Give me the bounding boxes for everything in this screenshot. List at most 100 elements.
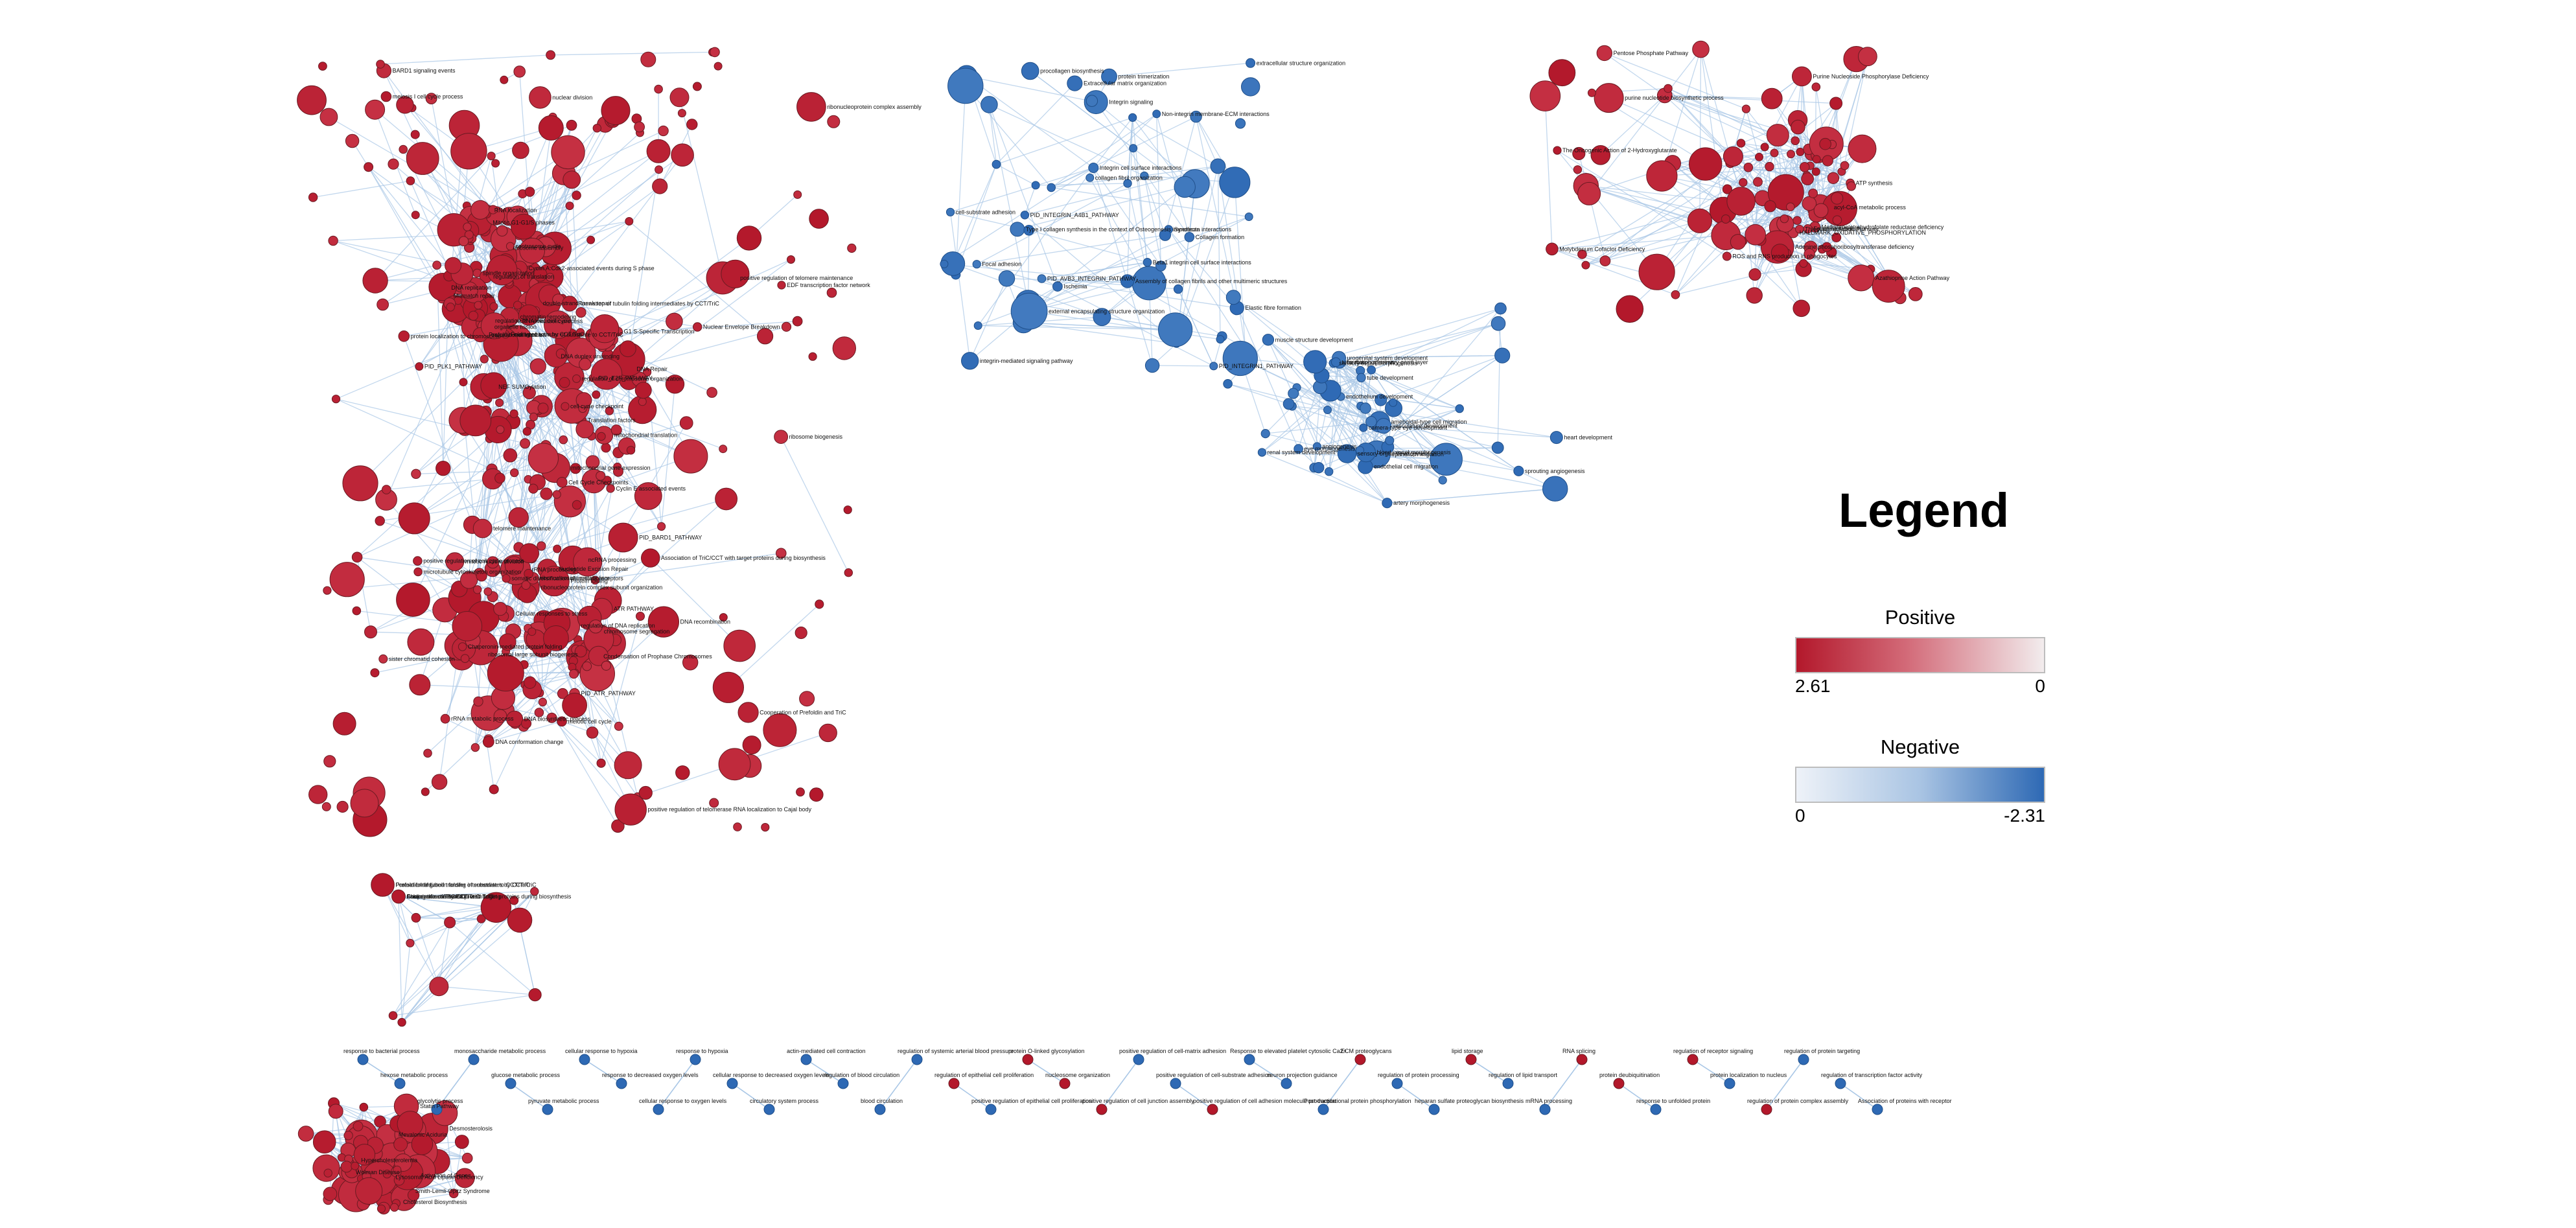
node-label: DNA Repair: [636, 366, 667, 373]
network-edge: [1365, 369, 1372, 409]
legend-positive-label: Positive: [1885, 606, 1956, 629]
positive-node: [476, 570, 487, 582]
negative-node: [1085, 173, 1095, 182]
negative-node: [1835, 1078, 1846, 1089]
positive-node: [710, 47, 720, 58]
network-edge: [1604, 52, 1746, 110]
legend-positive-min: 0: [2035, 676, 2045, 696]
positive-node: [1770, 148, 1779, 157]
positive-node: [575, 420, 594, 439]
positive-node: [733, 822, 742, 831]
legend-negative-min: 0: [1795, 805, 1805, 826]
positive-node: [505, 242, 515, 251]
network-edge: [1700, 49, 1724, 211]
network-edge: [1371, 369, 1519, 472]
positive-node: [331, 395, 341, 404]
positive-node: [596, 758, 606, 768]
negative-node: [1133, 1054, 1144, 1065]
positive-node: [657, 522, 666, 531]
network-edge: [601, 498, 727, 610]
network-edge: [1314, 390, 1331, 468]
legend-negative: Negative 0 -2.31: [1795, 736, 2045, 828]
negative-node: [1312, 442, 1321, 451]
positive-node: [585, 455, 600, 470]
network-edge: [595, 553, 782, 581]
network-edge: [533, 407, 649, 497]
positive-node: [398, 330, 410, 342]
negative-node: [992, 159, 1001, 169]
node-label: PID_ATR_PATHWAY: [581, 690, 636, 697]
positive-node: [472, 518, 493, 539]
negative-node: [1123, 179, 1132, 188]
network-edge: [1371, 323, 1499, 371]
positive-node: [340, 1161, 353, 1173]
network-edge: [493, 692, 540, 790]
network-edge: [1664, 95, 1826, 145]
node-label: Smith-Lemli-Opitz Syndrome: [415, 1188, 490, 1194]
negative-node: [981, 96, 998, 113]
positive-node: [520, 438, 531, 449]
positive-node: [682, 655, 699, 671]
positive-node: [776, 548, 787, 559]
network-edge: [449, 922, 536, 995]
negative-node: [1356, 373, 1366, 382]
positive-node: [588, 645, 609, 666]
positive-node: [614, 793, 647, 826]
positive-node: [491, 159, 500, 168]
positive-node: [546, 273, 555, 282]
node-label: PID_INTEGRIN_A4B1_PATHWAY: [1030, 212, 1119, 218]
positive-node: [376, 60, 385, 69]
network-edge: [500, 417, 555, 581]
network-edge: [977, 264, 1058, 287]
positive-node: [666, 312, 683, 330]
node-label: regulation of transcription factor activ…: [1821, 1072, 1923, 1078]
node-label: cellular response to decreased oxygen le…: [713, 1072, 830, 1078]
positive-node: [1577, 249, 1587, 259]
positive-node: [355, 1177, 383, 1205]
node-label: artery morphogenesis: [1393, 500, 1450, 506]
node-label: sensory organ development: [1358, 450, 1430, 457]
positive-node: [524, 187, 535, 197]
positive-node: [388, 158, 399, 170]
node-label: response to unfolded protein: [1636, 1098, 1710, 1104]
positive-node: [486, 556, 499, 569]
positive-node: [1766, 124, 1789, 147]
network-edge: [386, 478, 500, 491]
positive-node: [692, 82, 702, 91]
network-edge: [1380, 354, 1503, 400]
positive-node: [572, 191, 581, 200]
negative-node: [1173, 284, 1183, 294]
network-edge: [629, 259, 791, 381]
node-label: cellular response to hypoxia: [565, 1048, 638, 1054]
positive-node: [1721, 214, 1730, 224]
negative-node: [1375, 393, 1387, 406]
node-label: positive regulation of cell-matrix adhes…: [1119, 1048, 1226, 1054]
node-label: Nuclear Envelope Breakdown: [703, 324, 780, 330]
positive-node: [559, 377, 570, 388]
negative-node: [1455, 404, 1464, 413]
node-label: positive regulation of telomere maintena…: [740, 275, 853, 281]
positive-node: [1613, 1078, 1625, 1089]
positive-node: [634, 482, 662, 510]
negative-node: [1491, 316, 1506, 331]
positive-node: [601, 660, 612, 671]
node-label: response to bacterial process: [343, 1048, 420, 1054]
positive-node: [1671, 290, 1680, 299]
positive-node: [444, 916, 456, 929]
positive-node: [1802, 196, 1817, 211]
network-edge: [1298, 447, 1498, 450]
positive-node: [719, 445, 728, 454]
node-label: blood circulation: [861, 1098, 903, 1104]
positive-node: [673, 439, 708, 474]
positive-node: [826, 287, 837, 298]
negative-node: [1144, 358, 1160, 373]
negative-node: [911, 1054, 923, 1065]
node-label: EDF transcription factor network: [787, 282, 870, 288]
network-edge: [1027, 1059, 1065, 1084]
positive-node: [641, 548, 660, 568]
node-label: PID_BARD1_PATHWAY: [639, 535, 702, 541]
positive-node: [463, 222, 472, 231]
network-edge: [1605, 189, 1728, 262]
positive-node: [1801, 172, 1815, 185]
positive-node: [723, 629, 756, 662]
